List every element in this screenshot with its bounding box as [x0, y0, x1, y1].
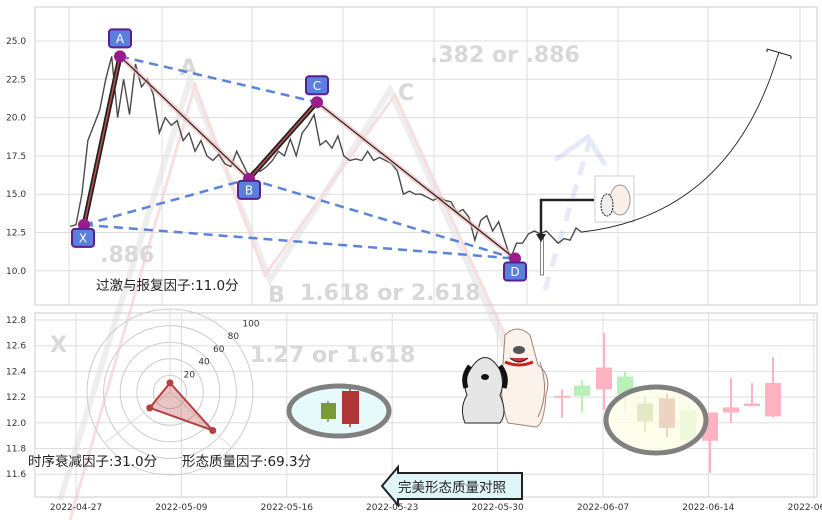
watermark-text: C — [398, 81, 414, 106]
y-tick-label: 20.0 — [6, 114, 26, 124]
candle-body — [765, 382, 781, 417]
watermark-pattern-line — [57, 71, 523, 501]
dashed-pattern-line — [83, 177, 250, 227]
x-tick-label: 2022-05-09 — [155, 503, 208, 513]
timing-score-label: 时序衰减因子:31.0分 — [28, 453, 157, 470]
pattern-label: B — [245, 183, 253, 197]
dog-illustration — [461, 328, 549, 428]
radar-ring-label: 100 — [242, 319, 259, 329]
candle-body — [723, 407, 739, 413]
pattern-watermark: A .382 or .886 C X B 1.618 or 2.618 1.27 or 1.… — [50, 43, 580, 521]
radar-polygon — [148, 381, 214, 432]
dog-dalmatian-icon — [461, 357, 508, 424]
compare-label: 完美形态质量对照 — [398, 480, 506, 496]
y-tick-label: 12.6 — [6, 342, 26, 352]
dog-white-icon — [501, 328, 549, 428]
retrace-leg — [119, 55, 250, 180]
x-tick-label: 2022-06-21 — [788, 503, 822, 513]
retrace-leg — [316, 101, 516, 260]
watermark-text: 1.27 or 1.618 — [250, 343, 415, 368]
x-tick-label: 2022-04-27 — [50, 503, 102, 513]
dashed-pattern-line — [248, 177, 516, 260]
x-tick-label: 2022-06-07 — [577, 503, 629, 513]
y-tick-label: 11.8 — [6, 445, 26, 455]
y-tick-label: 11.6 — [6, 470, 26, 480]
radar-ring-label: 20 — [184, 370, 196, 380]
pattern-label: D — [510, 265, 519, 279]
watermark-pattern-line — [68, 80, 532, 521]
pattern-label-box — [305, 75, 329, 96]
x-tick-label: 2022-06-14 — [682, 503, 735, 513]
y-tick-label: 22.5 — [6, 75, 26, 85]
impulse-leg-inner — [248, 101, 318, 180]
x-tick-label: 2022-05-30 — [471, 503, 524, 513]
y-tick-label: 12.8 — [6, 316, 26, 326]
pattern-label-box — [237, 179, 261, 200]
candle-body — [596, 367, 612, 390]
pattern-point-A — [114, 50, 126, 63]
pattern-label-box — [503, 261, 527, 282]
watermark-text: .382 or .886 — [430, 43, 580, 68]
watermark-text: .886 — [100, 243, 154, 268]
radar-point — [166, 379, 174, 387]
candle-body — [744, 403, 760, 407]
ghost-up-arrow — [542, 133, 608, 291]
radar-ring-label: 60 — [213, 345, 225, 355]
watermark-text: 1.618 or 2.618 — [300, 281, 480, 306]
pattern-label-box — [108, 28, 132, 49]
price-series: X A B C D — [69, 28, 583, 282]
radar-point — [209, 426, 217, 434]
quality-score-label: 形态质量因子:69.3分 — [182, 454, 311, 470]
pattern-label-box — [71, 227, 95, 248]
x-tick-label: 2022-05-23 — [366, 503, 418, 513]
candle-body — [574, 385, 590, 396]
y-tick-label: 17.5 — [6, 152, 26, 162]
dashed-pattern-line — [119, 55, 318, 104]
candle-body — [554, 395, 570, 398]
radar-point — [146, 404, 154, 412]
y-tick-label: 10.0 — [6, 267, 26, 277]
overreaction-score-label: 过激与报复因子:11.0分 — [96, 277, 239, 294]
price-line — [69, 56, 583, 261]
y-tick-label: 25.0 — [6, 37, 26, 47]
annotation-callout — [536, 48, 792, 276]
radar-axis — [104, 391, 171, 444]
x-tick-label: 2022-05-16 — [261, 503, 314, 513]
dashed-pattern-line — [83, 223, 516, 260]
y-tick-label: 12.4 — [6, 367, 26, 377]
compare-arrow-button[interactable]: 完美形态质量对照 — [380, 464, 523, 508]
comparison-ellipses — [286, 383, 709, 456]
radar-ring-label: 80 — [228, 332, 240, 342]
y-tick-label: 12.2 — [6, 393, 26, 403]
impulse-leg-inner — [83, 56, 121, 225]
y-tick-label: 12.0 — [6, 419, 26, 429]
radar-ring-label: 40 — [198, 358, 210, 368]
radar-axis — [169, 391, 233, 448]
watermark-text: B — [268, 283, 285, 308]
y-tick-label: 15.0 — [6, 190, 26, 200]
pattern-label: A — [116, 32, 125, 46]
watermark-text: A — [180, 56, 197, 81]
score-labels: 过激与报复因子:11.0分 时序衰减因子:31.0分 形态质量因子:69.3分 — [28, 277, 311, 470]
y-tick-label: 12.5 — [6, 229, 26, 239]
pattern-label: C — [313, 79, 321, 93]
pattern-point-C — [311, 96, 323, 109]
grid: 25.0 22.5 20.0 17.5 15.0 12.5 10.0 12.8 12.6 12.4… — [6, 7, 822, 513]
pattern-label: X — [79, 231, 87, 245]
